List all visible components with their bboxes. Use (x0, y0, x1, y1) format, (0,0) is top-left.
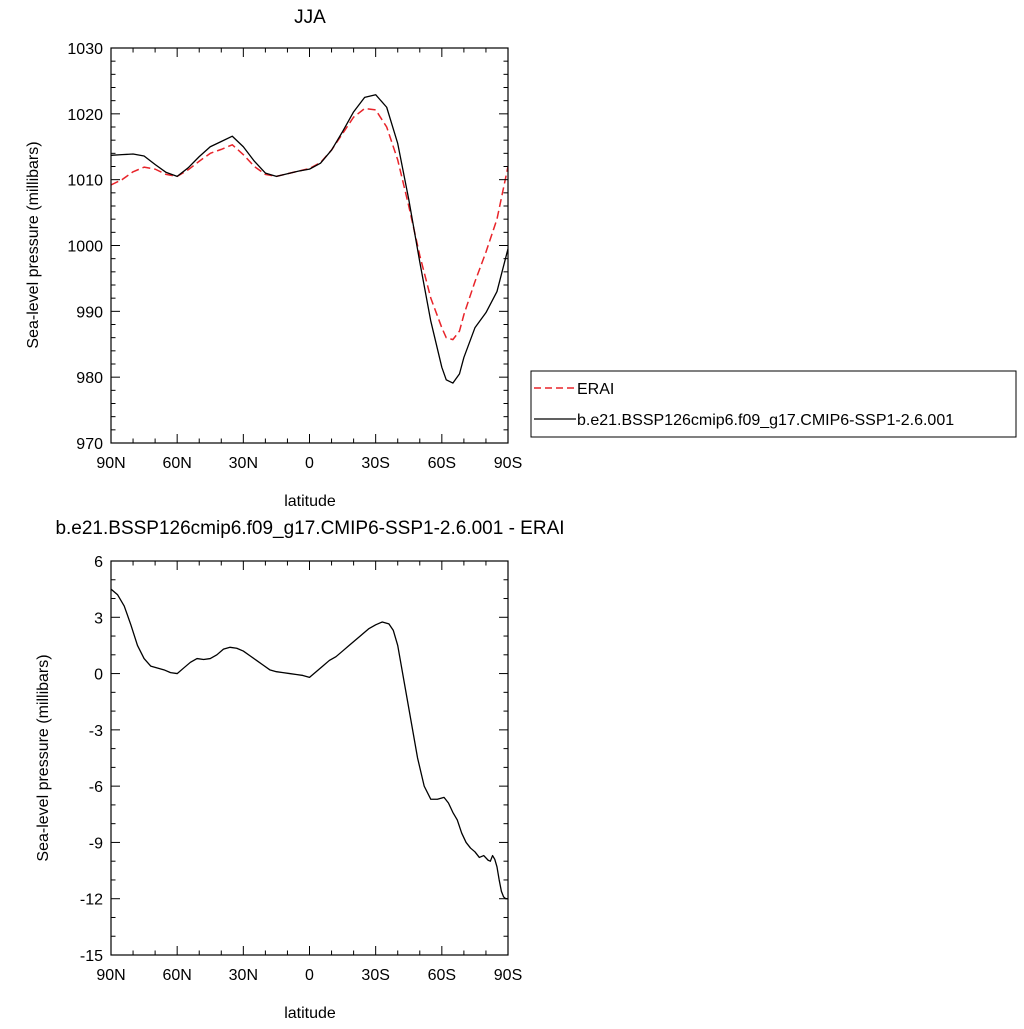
bottom-y-axis-label: Sea-level pressure (millibars) (35, 654, 52, 861)
top-plot-area: 90N 60N 30N 0 30S 60S 90S 970 980 990 1000 1010 1020… (67, 41, 522, 472)
top-chart-title: JJA (294, 7, 326, 28)
series-line-diff-0 (111, 588, 508, 900)
top-x-axis-label: latitude (284, 493, 336, 510)
plot-frame (110, 47, 509, 444)
bottom-chart-title: b.e21.BSSP126cmip6.f09_g17.CMIP6-SSP1-2.… (55, 518, 564, 539)
x-tick-label: 30S (361, 967, 389, 984)
x-tick-label: 30S (361, 455, 389, 472)
y-tick-label: 970 (76, 436, 103, 453)
x-tick-label: 0 (305, 967, 314, 984)
x-tick-label: 60S (428, 455, 456, 472)
legend: ERAI b.e21.BSSP126cmip6.f09_g17.CMIP6-SS… (530, 370, 1017, 438)
y-tick-label: -3 (89, 723, 103, 740)
x-tick-label: 30N (229, 967, 258, 984)
legend-box (530, 370, 1017, 438)
x-tick-label: 90N (96, 967, 125, 984)
y-tick-label: -12 (80, 892, 103, 909)
y-tick-label: 1010 (67, 173, 103, 190)
y-tick-label: 990 (76, 304, 103, 321)
top-panel: JJA 90N 60N 30N 0 30S 60S 90S 970 980 990 1000 1010… (25, 7, 1017, 510)
y-tick-label: 6 (94, 554, 103, 571)
top-y-axis-label: Sea-level pressure (millibars) (25, 141, 42, 348)
x-tick-label: 90N (96, 455, 125, 472)
y-tick-label: 3 (94, 610, 103, 627)
y-tick-label: -9 (89, 835, 103, 852)
y-tick-label: 1030 (67, 41, 103, 58)
x-tick-label: 30N (229, 455, 258, 472)
plot-frame (110, 560, 509, 956)
y-tick-label: 1000 (67, 239, 103, 256)
x-tick-label: 60N (162, 967, 191, 984)
y-tick-label: -6 (89, 779, 103, 796)
y-tick-label: 0 (94, 667, 103, 684)
legend-label-erai: ERAI (577, 381, 614, 398)
series-group (111, 588, 508, 900)
bottom-plot-area: 90N 60N 30N 0 30S 60S 90S -15 -12 -9 -6 -3 0 3 6 (80, 554, 522, 984)
y-tick-label: 1020 (67, 107, 103, 124)
series-line-erai (111, 107, 508, 341)
x-tick-label: 90S (494, 967, 522, 984)
series-group (111, 94, 508, 384)
x-tick-label: 60S (428, 967, 456, 984)
series-line-b-e21-bssp126cmip6-f09-g17-cmip6-ssp1-2-6-001 (111, 94, 508, 384)
legend-label-model: b.e21.BSSP126cmip6.f09_g17.CMIP6-SSP1-2.… (577, 412, 954, 429)
y-tick-label: -15 (80, 948, 103, 965)
y-tick-label: 980 (76, 370, 103, 387)
bottom-x-axis-label: latitude (284, 1005, 336, 1022)
x-tick-label: 60N (162, 455, 191, 472)
x-tick-label: 90S (494, 455, 522, 472)
bottom-panel: b.e21.BSSP126cmip6.f09_g17.CMIP6-SSP1-2.… (35, 518, 565, 1022)
x-tick-label: 0 (305, 455, 314, 472)
